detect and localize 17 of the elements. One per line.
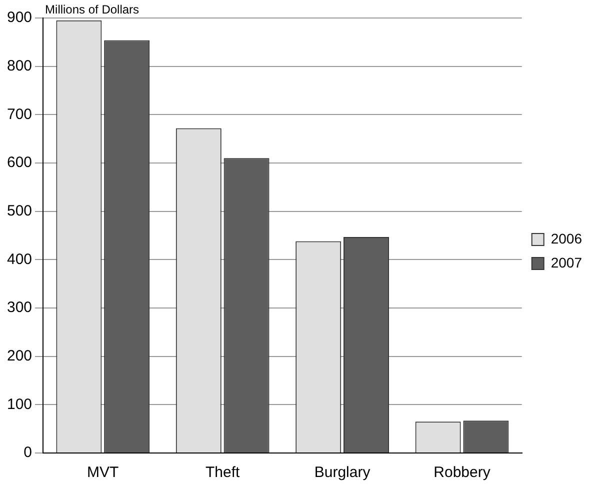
x-tick-label: MVT xyxy=(87,464,119,482)
y-tick-label: 900 xyxy=(6,9,32,26)
x-tick-label: Robbery xyxy=(434,464,491,482)
y-tick-label: 100 xyxy=(6,396,32,413)
y-axis-title: Millions of Dollars xyxy=(45,2,140,16)
y-tick-label: 200 xyxy=(6,347,32,364)
y-tick-label: 800 xyxy=(6,57,32,74)
legend-label: 2007 xyxy=(550,254,582,270)
y-tick-label: 600 xyxy=(6,154,32,172)
legend-label: 2006 xyxy=(550,230,582,246)
x-tick-label: Theft xyxy=(205,464,241,482)
y-tick-label: 0 xyxy=(24,444,32,462)
y-tick-label: 300 xyxy=(6,299,32,316)
x-tick-label: Burglary xyxy=(314,464,371,482)
y-tick-label: 400 xyxy=(6,250,32,268)
y-tick-label: 700 xyxy=(6,106,32,123)
y-tick-label: 500 xyxy=(6,202,32,220)
